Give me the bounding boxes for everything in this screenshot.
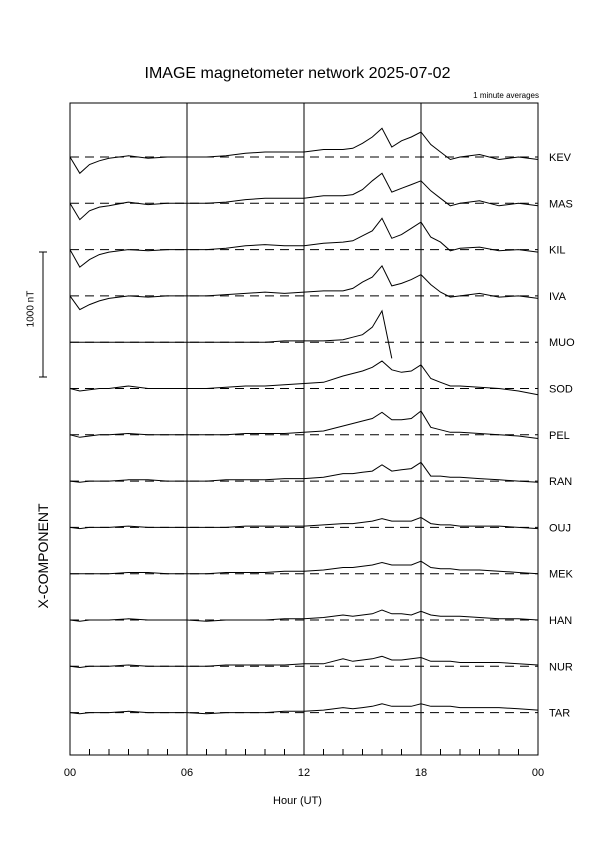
series-line-tar	[69, 703, 539, 715]
station-label-han: HAN	[549, 615, 572, 627]
station-label-pel: PEL	[549, 430, 570, 442]
series-line-ouj	[69, 516, 539, 530]
series-line-pel	[69, 410, 539, 439]
chart-subtitle: 1 minute averages	[473, 91, 539, 100]
station-label-muo: MUO	[549, 337, 575, 349]
series-line-nur	[69, 655, 539, 669]
series-line-muo	[70, 309, 393, 359]
x-tick-label-4: 00	[532, 767, 544, 779]
station-label-kev: KEV	[549, 152, 572, 164]
station-label-ran: RAN	[549, 476, 572, 488]
station-label-nur: NUR	[549, 661, 573, 673]
station-label-mek: MEK	[549, 569, 574, 581]
series-line-han	[69, 609, 539, 622]
station-label-sod: SOD	[549, 384, 573, 396]
x-tick-label-1: 06	[181, 767, 193, 779]
series-line-mas	[69, 172, 539, 221]
x-tick-label-0: 00	[64, 767, 76, 779]
chart-title: IMAGE magnetometer network 2025-07-02	[144, 65, 451, 82]
series-line-iva	[69, 265, 539, 311]
station-label-ouj: OUJ	[549, 522, 571, 534]
series-line-mek	[70, 560, 539, 575]
x-tick-label-3: 18	[415, 767, 427, 779]
station-label-iva: IVA	[549, 291, 567, 303]
station-label-mas: MAS	[549, 198, 573, 210]
series-line-sod	[69, 360, 539, 396]
series-line-ran	[69, 461, 539, 483]
series-line-kev	[69, 127, 539, 175]
station-label-kil: KIL	[549, 245, 566, 257]
x-tick-label-2: 12	[298, 767, 310, 779]
x-axis-label: Hour (UT)	[273, 795, 322, 807]
station-label-tar: TAR	[549, 708, 570, 720]
series-line-kil	[69, 217, 539, 268]
